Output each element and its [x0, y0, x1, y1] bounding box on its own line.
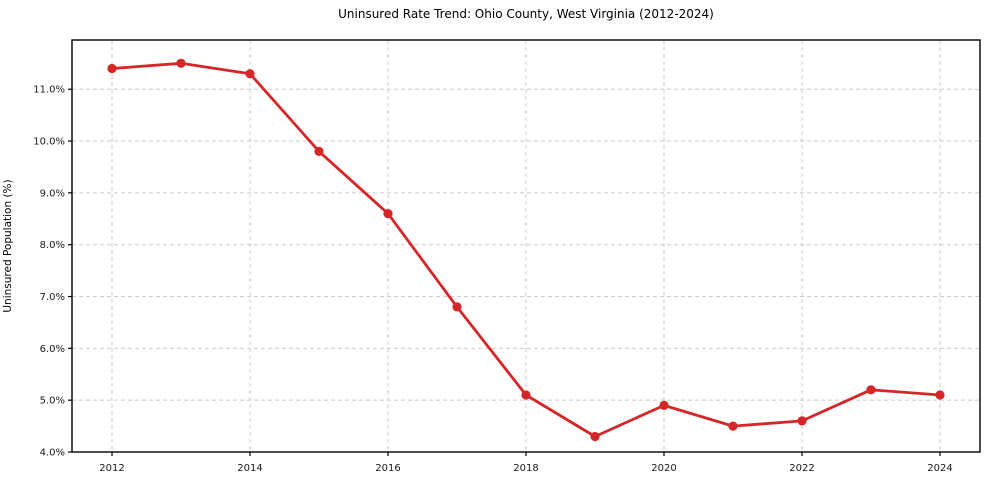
chart-title: Uninsured Rate Trend: Ohio County, West …	[338, 7, 714, 21]
data-point	[659, 400, 669, 410]
data-point	[314, 146, 324, 156]
data-point	[590, 431, 600, 442]
y-tick-label: 5.0%	[40, 396, 65, 407]
data-point	[107, 63, 117, 74]
data-point	[866, 385, 876, 395]
data-point	[935, 390, 945, 400]
data-point	[521, 390, 531, 400]
y-tick-label: 7.0%	[40, 292, 65, 303]
y-tick-label: 11.0%	[33, 85, 65, 96]
data-point	[176, 58, 186, 68]
y-tick-label: 9.0%	[40, 188, 65, 199]
x-tick-label: 2022	[789, 463, 814, 474]
y-tick-label: 4.0%	[40, 448, 65, 459]
x-tick-label: 2024	[927, 463, 952, 474]
plot-spines	[71, 39, 981, 453]
y-tick-label: 8.0%	[40, 240, 65, 251]
data-point	[797, 416, 807, 426]
x-tick-label: 2020	[651, 463, 676, 474]
data-point	[728, 421, 738, 431]
x-tick-label: 2012	[99, 463, 124, 474]
data-point	[383, 209, 393, 219]
x-tick-label: 2016	[375, 463, 400, 474]
x-tick-label: 2018	[513, 463, 538, 474]
x-tick-label: 2014	[237, 463, 262, 474]
data-point	[245, 69, 255, 79]
y-tick-label: 10.0%	[33, 137, 65, 148]
data-point	[452, 302, 462, 312]
y-tick-label: 6.0%	[40, 344, 65, 355]
